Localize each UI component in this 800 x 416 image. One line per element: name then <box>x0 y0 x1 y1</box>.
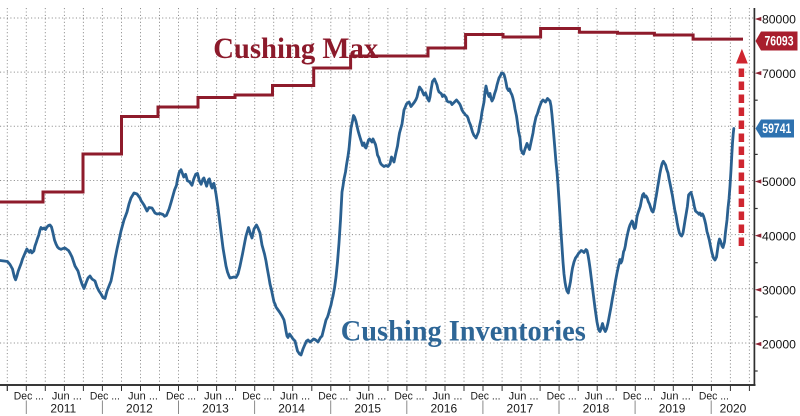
svg-text:Dec ...: Dec ... <box>471 391 501 403</box>
svg-text:Cushing Inventories: Cushing Inventories <box>341 315 586 347</box>
svg-text:Jun ...: Jun ... <box>280 391 310 403</box>
svg-text:76093: 76093 <box>765 34 794 49</box>
svg-text:Dec ...: Dec ... <box>318 391 348 403</box>
svg-text:2014: 2014 <box>278 401 305 415</box>
svg-text:Jun ...: Jun ... <box>204 391 234 403</box>
svg-text:Cushing Max: Cushing Max <box>213 33 378 65</box>
svg-text:Jun ...: Jun ... <box>509 391 539 403</box>
svg-text:Dec ...: Dec ... <box>623 391 653 403</box>
svg-text:2020: 2020 <box>720 401 747 415</box>
svg-text:Dec ...: Dec ... <box>699 391 729 403</box>
svg-text:Dec ...: Dec ... <box>547 391 577 403</box>
svg-text:Dec ...: Dec ... <box>394 391 424 403</box>
svg-text:20000: 20000 <box>762 338 796 352</box>
svg-text:50000: 50000 <box>762 175 796 189</box>
svg-text:2019: 2019 <box>659 401 686 415</box>
svg-text:59741: 59741 <box>762 121 791 136</box>
svg-text:Jun ...: Jun ... <box>661 391 691 403</box>
svg-text:2011: 2011 <box>50 401 76 415</box>
svg-text:2013: 2013 <box>202 401 229 415</box>
svg-text:2016: 2016 <box>430 401 457 415</box>
svg-text:Dec ...: Dec ... <box>242 391 272 403</box>
svg-text:Dec ...: Dec ... <box>166 391 196 403</box>
svg-text:2018: 2018 <box>583 401 610 415</box>
svg-text:2017: 2017 <box>507 401 534 415</box>
svg-text:Jun ...: Jun ... <box>585 391 615 403</box>
svg-text:Jun ...: Jun ... <box>128 391 158 403</box>
svg-text:Dec ...: Dec ... <box>14 391 44 403</box>
svg-text:30000: 30000 <box>762 284 796 298</box>
svg-text:Jun ...: Jun ... <box>52 391 82 403</box>
svg-text:Jun ...: Jun ... <box>433 391 463 403</box>
svg-text:Jun ...: Jun ... <box>356 391 386 403</box>
svg-text:70000: 70000 <box>762 67 796 81</box>
svg-text:40000: 40000 <box>762 229 796 243</box>
svg-text:2015: 2015 <box>354 401 381 415</box>
svg-text:80000: 80000 <box>762 13 796 27</box>
svg-text:2012: 2012 <box>126 401 153 415</box>
svg-text:Dec ...: Dec ... <box>90 391 120 403</box>
